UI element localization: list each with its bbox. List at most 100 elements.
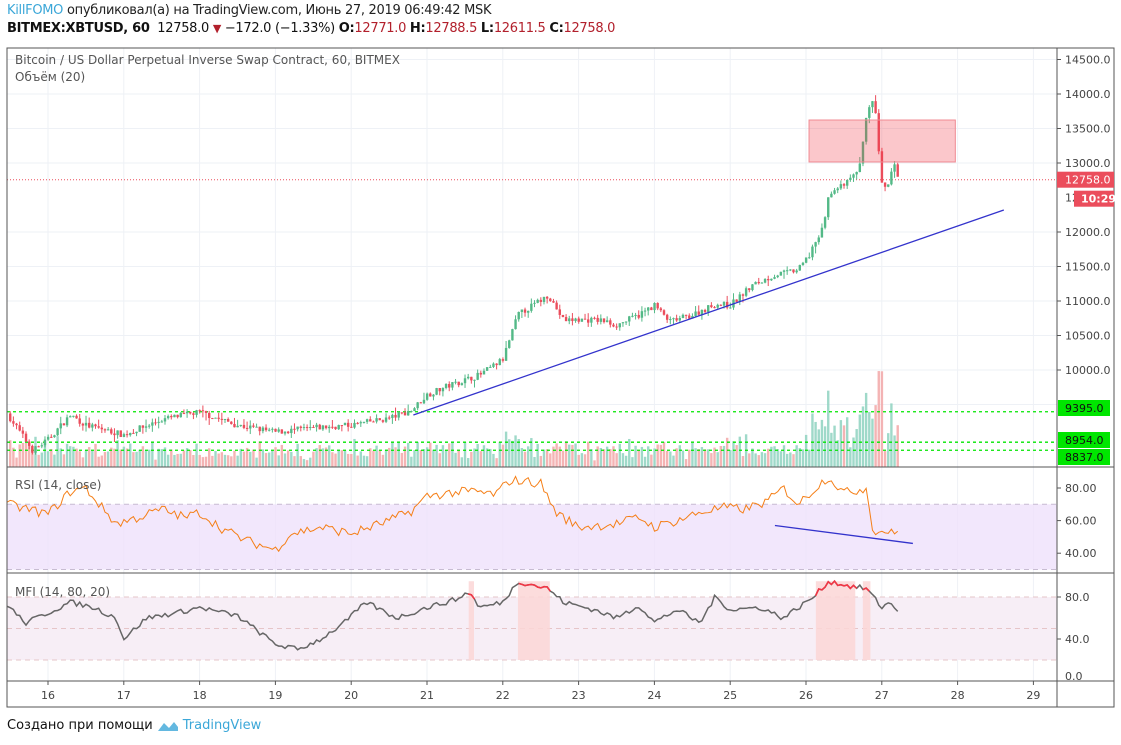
candle-body — [849, 177, 852, 180]
candle-body — [283, 431, 287, 434]
author-link[interactable]: KillFOMO — [7, 3, 64, 18]
mfi-tick-label: 80.0 — [1065, 591, 1090, 604]
resistance-box[interactable] — [808, 119, 956, 163]
volume-bar — [27, 441, 31, 467]
time-tick-label: 23 — [572, 689, 586, 702]
candle-body — [110, 429, 113, 434]
volume-bar — [804, 434, 808, 467]
candle-body — [381, 420, 385, 422]
candle-body — [628, 316, 631, 322]
volume-bar — [836, 440, 839, 467]
candle-body — [286, 431, 290, 434]
volume-bar — [384, 449, 388, 467]
volume-bar — [877, 371, 880, 467]
candle-body — [419, 402, 423, 404]
volume-bar — [539, 455, 543, 467]
volume-bar — [252, 449, 255, 467]
candle-body — [391, 414, 394, 418]
volume-bar — [50, 448, 53, 467]
candle-body — [271, 428, 274, 430]
volume-bar — [425, 447, 429, 467]
volume-bar — [880, 371, 884, 467]
volume-bar — [106, 451, 110, 467]
volume-bar — [839, 420, 843, 467]
volume-bar — [476, 443, 479, 467]
volume-bar — [795, 445, 798, 467]
rsi-title: RSI (14, close) — [15, 478, 101, 492]
volume-bar — [735, 445, 738, 467]
volume-bar — [125, 448, 129, 467]
volume-bar — [647, 446, 650, 467]
volume-bar — [75, 448, 78, 467]
candle-body — [757, 281, 760, 284]
candle-body — [245, 427, 249, 429]
footer-text: Создано при помощи — [7, 718, 153, 733]
tradingview-link[interactable]: TradingView — [182, 718, 262, 733]
candle-body — [691, 315, 694, 319]
candle-body — [135, 431, 138, 434]
time-tick-label: 18 — [193, 689, 207, 702]
volume-bar — [555, 443, 558, 467]
high-label: H: — [409, 21, 426, 36]
candle-body — [618, 323, 621, 328]
price-tick-label: 11000.0 — [1065, 295, 1111, 308]
candle-body — [451, 382, 454, 388]
volume-bar — [328, 445, 331, 467]
volume-bar — [798, 448, 802, 467]
candle-body — [647, 307, 650, 311]
candle-body — [147, 425, 151, 427]
volume-bar — [271, 450, 274, 467]
candle-body — [517, 311, 520, 320]
candle-body — [362, 421, 366, 423]
volume-bar — [261, 449, 265, 467]
candle-body — [845, 179, 849, 186]
volume-bar — [179, 453, 182, 467]
volume-bar — [375, 445, 378, 467]
volume-bar — [776, 449, 779, 467]
candle-body — [804, 257, 808, 263]
volume-bar — [558, 446, 561, 467]
symbol-info: BITMEX:XBTUSD, 60 12758.0 ▼ −172.0 (−1.3… — [7, 21, 615, 36]
candle-body — [166, 416, 170, 419]
candle-body — [100, 427, 104, 430]
candle-body — [410, 411, 413, 413]
candle-body — [129, 432, 132, 436]
volume-bar — [110, 447, 113, 467]
rsi-line — [6, 475, 899, 553]
volume-bar — [621, 453, 625, 467]
volume-bar — [501, 444, 505, 467]
drawings[interactable] — [413, 119, 1005, 545]
time-tick-label: 21 — [420, 689, 434, 702]
candle-body — [116, 430, 119, 436]
candle-body — [580, 318, 584, 322]
volume-bar — [466, 458, 470, 467]
volume-bar — [656, 444, 659, 467]
candle-body — [343, 422, 347, 426]
candle-body — [466, 376, 470, 379]
volume-bar — [217, 453, 220, 467]
candle-body — [252, 425, 255, 427]
volume-bar — [716, 452, 719, 467]
volume-bar — [403, 446, 407, 467]
volume-bar — [157, 448, 160, 467]
price-tick-label: 14000.0 — [1065, 88, 1111, 101]
volume-bar — [694, 448, 697, 467]
volume-bar — [463, 442, 467, 467]
price-trendline[interactable] — [413, 209, 1005, 416]
volume-bar — [195, 443, 198, 467]
volume-bar — [46, 451, 50, 467]
rsi-trendline[interactable] — [774, 524, 913, 545]
volume-bar — [549, 453, 552, 467]
candle-body — [684, 314, 688, 316]
close-label: C: — [549, 21, 564, 36]
volume-bar — [609, 449, 612, 467]
candle-body — [596, 317, 599, 322]
candle-body — [561, 314, 565, 318]
volume-bar — [725, 437, 729, 467]
candle-body — [722, 301, 726, 306]
candle-body — [454, 381, 457, 383]
candle-body — [208, 412, 211, 419]
rsi-tick-label: 60.00 — [1065, 515, 1097, 528]
axes[interactable]: 14500.0 14000.0 13500.0 13000.0 12000.0 11500… — [41, 54, 1116, 703]
